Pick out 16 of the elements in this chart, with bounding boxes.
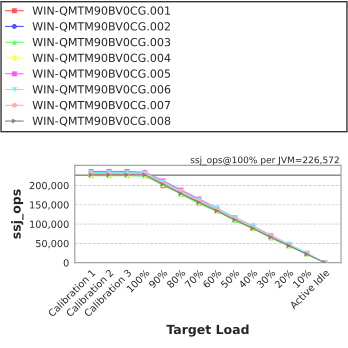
y-tick-label: 200,000 bbox=[30, 182, 69, 190]
y-axis-title: ssj_ops bbox=[11, 189, 24, 239]
legend-label: WIN-QMTM90BV0CG.003 bbox=[32, 38, 170, 48]
legend-label: WIN-QMTM90BV0CG.005 bbox=[32, 69, 170, 80]
y-tick-label: 0 bbox=[64, 259, 69, 267]
y-tick-label: 150,000 bbox=[30, 201, 69, 210]
legend-label: WIN-QMTM90BV0CG.002 bbox=[32, 22, 170, 32]
y-tick-label: 100,000 bbox=[30, 220, 69, 229]
legend-label: WIN-QMTM90BV0CG.008 bbox=[32, 116, 170, 126]
x-axis-title: Target Load bbox=[166, 324, 248, 337]
ref-line-label: ssj_ops@100% per JVM=226,572 bbox=[190, 156, 339, 166]
legend-label: WIN-QMTM90BV0CG.001 bbox=[32, 6, 170, 16]
legend-label: WIN-QMTM90BV0CG.004 bbox=[32, 54, 170, 64]
y-tick-label: 50,000 bbox=[36, 240, 69, 248]
legend-label: WIN-QMTM90BV0CG.007 bbox=[32, 100, 170, 111]
legend-label: WIN-QMTM90BV0CG.006 bbox=[32, 85, 170, 95]
